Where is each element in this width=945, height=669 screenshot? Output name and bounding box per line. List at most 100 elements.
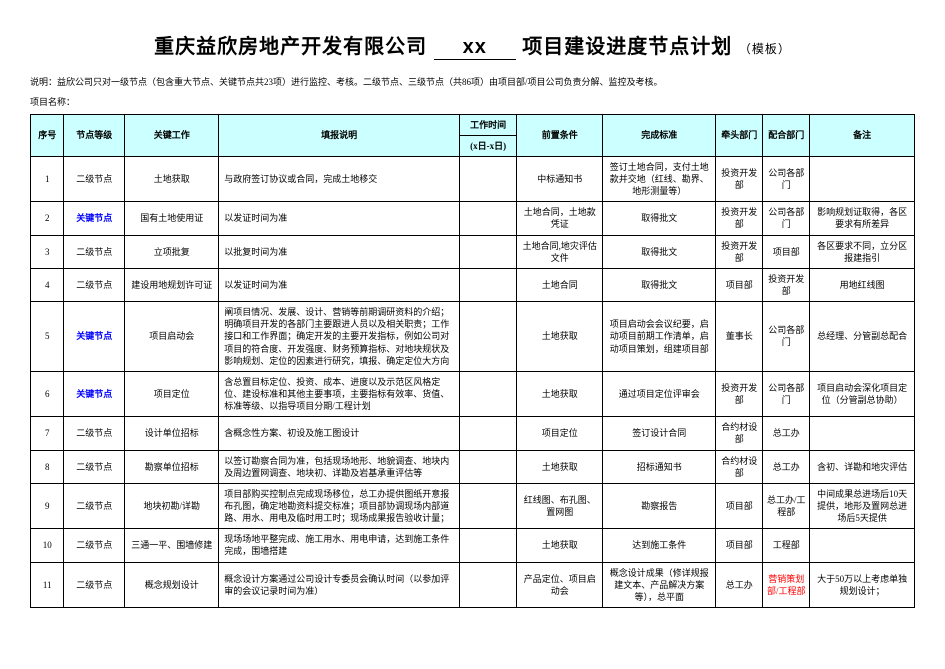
cell-remark: 各区要求不同，立分区报建指引 [810, 235, 915, 268]
cell-level: 关键节点 [64, 202, 125, 235]
cell-seq: 1 [31, 156, 64, 201]
cell-level: 二级节点 [64, 450, 125, 483]
cell-remark: 中间成果总进场后10天提供，地形及置网总进场后5天提供 [810, 483, 915, 528]
schedule-table: 序号 节点等级 关键工作 填报说明 工作时间 前置条件 完成标准 牵头部门 配合… [30, 114, 915, 608]
table-row: 4二级节点建设用地规划许可证以发证时间为准土地合同取得批文项目部投资开发部用地红… [31, 268, 915, 301]
cell-level: 二级节点 [64, 235, 125, 268]
table-header: 序号 节点等级 关键工作 填报说明 工作时间 前置条件 完成标准 牵头部门 配合… [31, 114, 915, 156]
cell-desc: 含概念性方案、初设及施工图设计 [219, 417, 460, 450]
cell-seq: 9 [31, 483, 64, 528]
cell-work: 设计单位招标 [125, 417, 219, 450]
th-seq: 序号 [31, 114, 64, 156]
cell-desc: 以发证时间为准 [219, 202, 460, 235]
cell-pre: 红线图、布孔图、置网图 [517, 483, 603, 528]
cell-pre: 土地获取 [517, 302, 603, 372]
cell-desc: 阐项目情况、发展、设计、营销等前期调研资料的介绍；明确项目开发的各部门主要跟进人… [219, 302, 460, 372]
cell-coop: 公司各部门 [763, 156, 810, 201]
cell-remark: 项目启动会深化项目定位（分管副总协助） [810, 371, 915, 416]
cell-work: 土地获取 [125, 156, 219, 201]
th-std: 完成标准 [603, 114, 716, 156]
cell-lead: 投资开发部 [716, 371, 763, 416]
cell-work: 概念规划设计 [125, 562, 219, 607]
cell-pre: 土地获取 [517, 450, 603, 483]
table-row: 7二级节点设计单位招标含概念性方案、初设及施工图设计项目定位签订设计合同合约材设… [31, 417, 915, 450]
cell-lead: 投资开发部 [716, 202, 763, 235]
th-lead: 牵头部门 [716, 114, 763, 156]
cell-seq: 2 [31, 202, 64, 235]
cell-time [459, 371, 517, 416]
cell-seq: 7 [31, 417, 64, 450]
cell-lead: 合约材设部 [716, 450, 763, 483]
cell-lead: 投资开发部 [716, 156, 763, 201]
cell-coop: 项目部 [763, 235, 810, 268]
cell-work: 三通一平、围墙修建 [125, 529, 219, 562]
project-name-label: 项目名称： [30, 95, 915, 108]
cell-level: 二级节点 [64, 156, 125, 201]
cell-time [459, 202, 517, 235]
page-title: 重庆益欣房地产开发有限公司 xx 项目建设进度节点计划 （模板） [30, 30, 915, 60]
cell-level: 关键节点 [64, 371, 125, 416]
cell-coop: 工程部 [763, 529, 810, 562]
cell-lead: 董事长 [716, 302, 763, 372]
cell-work: 勘察单位招标 [125, 450, 219, 483]
cell-coop: 总工办 [763, 450, 810, 483]
th-coop: 配合部门 [763, 114, 810, 156]
cell-pre: 土地合同,地灾评估文件 [517, 235, 603, 268]
th-time-sub: (x日-x日) [459, 135, 517, 156]
cell-coop: 营销策划部/工程部 [763, 562, 810, 607]
cell-remark: 影响规划证取得，各区要求有所差异 [810, 202, 915, 235]
cell-time [459, 562, 517, 607]
cell-std: 招标通知书 [603, 450, 716, 483]
cell-desc: 与政府签订协议或合同，完成土地移交 [219, 156, 460, 201]
th-remark: 备注 [810, 114, 915, 156]
cell-std: 取得批文 [603, 268, 716, 301]
title-suffix: 项目建设进度节点计划 [522, 36, 732, 58]
cell-pre: 土地合同，土地款凭证 [517, 202, 603, 235]
cell-lead: 项目部 [716, 268, 763, 301]
cell-coop: 总工办/工程部 [763, 483, 810, 528]
table-row: 5关键节点项目启动会阐项目情况、发展、设计、营销等前期调研资料的介绍；明确项目开… [31, 302, 915, 372]
cell-std: 勘察报告 [603, 483, 716, 528]
cell-std: 达到施工条件 [603, 529, 716, 562]
th-desc: 填报说明 [219, 114, 460, 156]
cell-work: 项目定位 [125, 371, 219, 416]
table-row: 6关键节点项目定位含总置目标定位、投资、成本、进度以及示范区风格定位、建设标准和… [31, 371, 915, 416]
cell-seq: 11 [31, 562, 64, 607]
cell-lead: 项目部 [716, 529, 763, 562]
cell-level: 二级节点 [64, 268, 125, 301]
cell-time [459, 529, 517, 562]
cell-work: 立项批复 [125, 235, 219, 268]
table-row: 1二级节点土地获取与政府签订协议或合同，完成土地移交中标通知书签订土地合同，支付… [31, 156, 915, 201]
cell-pre: 土地合同 [517, 268, 603, 301]
cell-std: 项目启动会会议纪要，启动项目前期工作清单，启动项目策划，组建项目部 [603, 302, 716, 372]
cell-lead: 投资开发部 [716, 235, 763, 268]
cell-desc: 以发证时间为准 [219, 268, 460, 301]
cell-coop: 公司各部门 [763, 302, 810, 372]
cell-desc: 以签订勘察合同为准，包括现场地形、地貌调查、地块内及周边置网调查、地块初、详勘及… [219, 450, 460, 483]
cell-seq: 5 [31, 302, 64, 372]
title-template: （模板） [739, 42, 791, 56]
th-pre: 前置条件 [517, 114, 603, 156]
cell-time [459, 302, 517, 372]
cell-pre: 中标通知书 [517, 156, 603, 201]
cell-lead: 项目部 [716, 483, 763, 528]
note-text: 说明：益欣公司只对一级节点（包含重大节点、关键节点共23项）进行监控、考核。二级… [30, 76, 915, 89]
cell-level: 二级节点 [64, 562, 125, 607]
cell-seq: 3 [31, 235, 64, 268]
cell-pre: 土地获取 [517, 371, 603, 416]
cell-level: 二级节点 [64, 529, 125, 562]
cell-level: 二级节点 [64, 417, 125, 450]
cell-seq: 6 [31, 371, 64, 416]
cell-seq: 4 [31, 268, 64, 301]
th-work: 关键工作 [125, 114, 219, 156]
title-project-fill: xx [434, 36, 516, 60]
cell-std: 签订设计合同 [603, 417, 716, 450]
table-row: 3二级节点立项批复以批复时间为准土地合同,地灾评估文件取得批文投资开发部项目部各… [31, 235, 915, 268]
cell-work: 地块初勘/详勘 [125, 483, 219, 528]
cell-level: 二级节点 [64, 483, 125, 528]
cell-remark [810, 417, 915, 450]
cell-coop: 投资开发部 [763, 268, 810, 301]
cell-time [459, 450, 517, 483]
cell-std: 概念设计成果（修详规报建文本、产品解决方案等），总平面 [603, 562, 716, 607]
cell-desc: 项目部购买控制点完成现场移位，总工办提供图纸开意报布孔图，确定地勘资料提交标准；… [219, 483, 460, 528]
